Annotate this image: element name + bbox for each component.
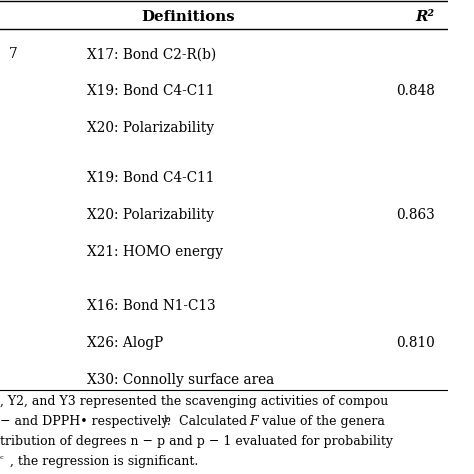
Text: 0.863: 0.863: [396, 208, 435, 222]
Text: X19: Bond C4-C11: X19: Bond C4-C11: [87, 84, 215, 99]
Text: 0.848: 0.848: [396, 84, 435, 99]
Text: , the regression is significant.: , the regression is significant.: [10, 455, 198, 468]
Text: Definitions: Definitions: [142, 9, 235, 24]
Text: b: b: [164, 415, 170, 424]
Text: value of the genera: value of the genera: [258, 415, 385, 428]
Text: X26: AlogP: X26: AlogP: [87, 336, 164, 350]
Text: , Y2, and Y3 represented the scavenging activities of compou: , Y2, and Y3 represented the scavenging …: [0, 395, 388, 408]
Text: 7: 7: [9, 47, 18, 62]
Text: X16: Bond N1-C13: X16: Bond N1-C13: [87, 299, 216, 313]
Text: 0.810: 0.810: [396, 336, 435, 350]
Text: X30: Connolly surface area: X30: Connolly surface area: [87, 373, 274, 387]
Text: X17: Bond C2-R(b): X17: Bond C2-R(b): [87, 47, 217, 62]
Text: X20: Polarizability: X20: Polarizability: [87, 121, 214, 136]
Text: − and DPPH• respectively.: − and DPPH• respectively.: [0, 415, 175, 428]
Text: F: F: [249, 415, 257, 428]
Text: X19: Bond C4-C11: X19: Bond C4-C11: [87, 171, 215, 185]
Text: X20: Polarizability: X20: Polarizability: [87, 208, 214, 222]
Text: X21: HOMO energy: X21: HOMO energy: [87, 245, 223, 259]
Text: ᶜ: ᶜ: [0, 455, 4, 464]
Text: tribution of degrees n − p and p − 1 evaluated for probability: tribution of degrees n − p and p − 1 eva…: [0, 435, 393, 448]
Text: Calculated: Calculated: [175, 415, 251, 428]
Text: R²: R²: [416, 9, 435, 24]
